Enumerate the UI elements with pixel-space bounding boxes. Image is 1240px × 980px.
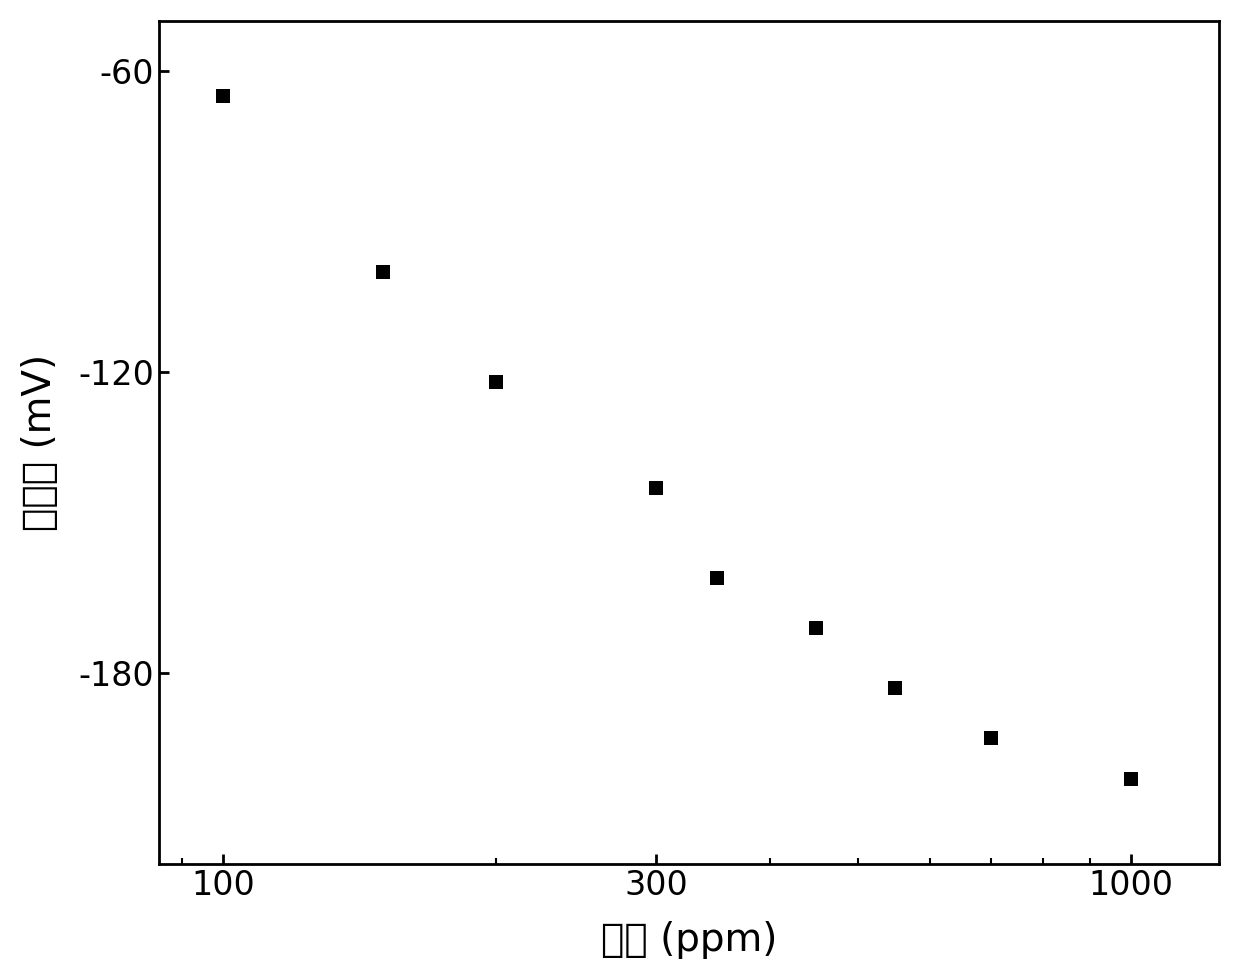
Point bbox=[646, 479, 666, 495]
Point bbox=[1121, 770, 1141, 786]
Point bbox=[373, 264, 393, 279]
Point bbox=[213, 88, 233, 104]
Y-axis label: 响应値 (mV): 响应値 (mV) bbox=[21, 354, 58, 531]
Point bbox=[806, 620, 826, 636]
X-axis label: 浓度 (ppm): 浓度 (ppm) bbox=[601, 921, 777, 959]
Point bbox=[981, 730, 1001, 746]
Point bbox=[486, 374, 506, 390]
Point bbox=[707, 570, 727, 586]
Point bbox=[885, 680, 905, 696]
